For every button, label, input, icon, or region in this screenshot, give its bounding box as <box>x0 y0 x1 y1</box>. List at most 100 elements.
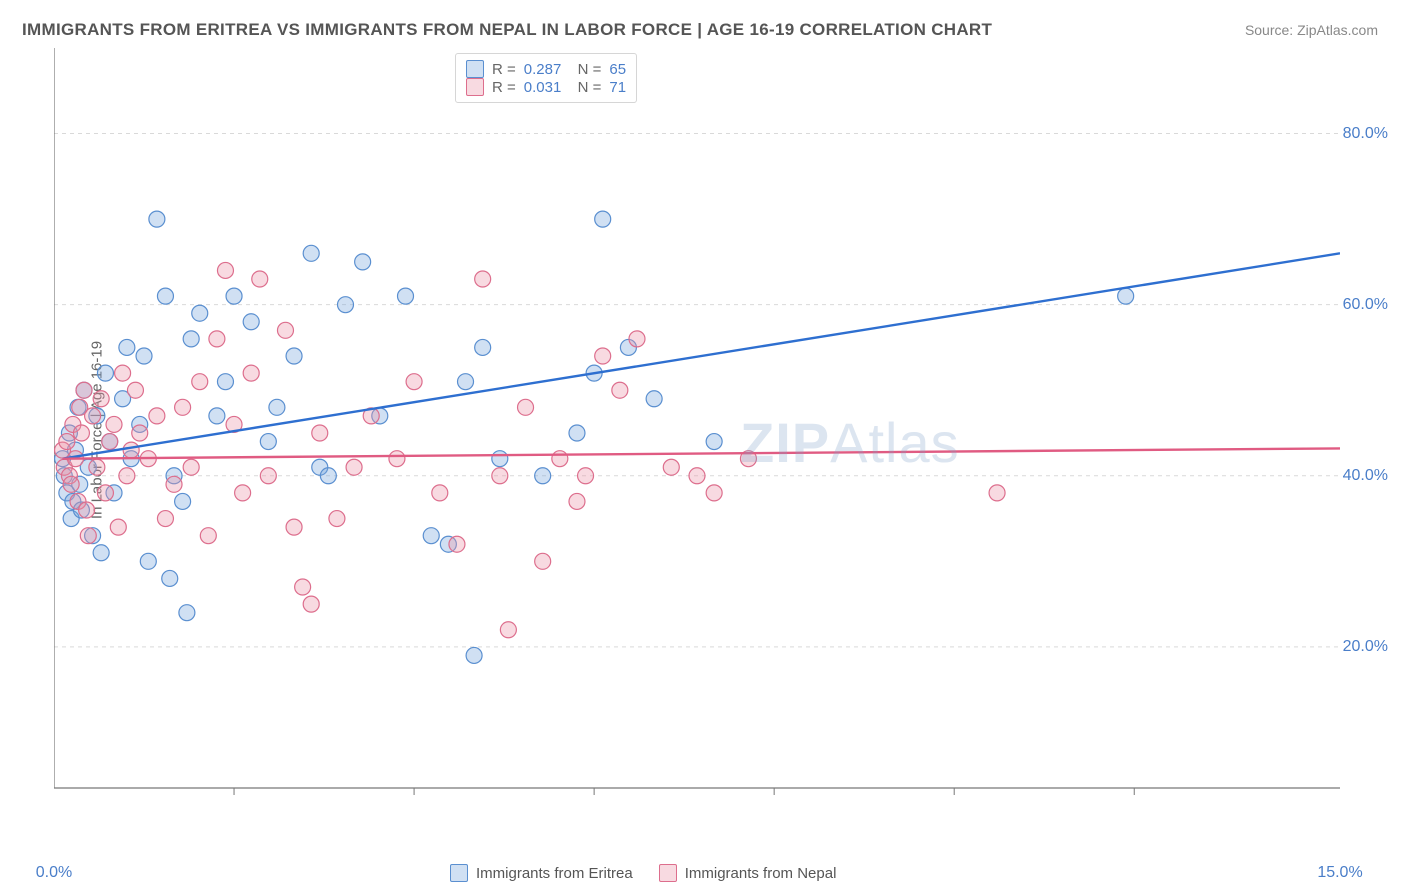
data-point <box>312 425 328 441</box>
legend-n-value: 71 <box>609 79 626 96</box>
data-point <box>578 468 594 484</box>
data-point <box>406 374 422 390</box>
data-point <box>115 365 131 381</box>
source-label: Source: ZipAtlas.com <box>1245 22 1378 38</box>
data-point <box>136 348 152 364</box>
data-point <box>106 416 122 432</box>
legend-r-value: 0.031 <box>524 79 562 96</box>
legend-correlation: R = 0.287 N = 65R = 0.031 N = 71 <box>455 53 637 103</box>
data-point <box>85 408 101 424</box>
data-point <box>140 553 156 569</box>
data-point <box>612 382 628 398</box>
data-point <box>209 408 225 424</box>
data-point <box>149 408 165 424</box>
data-point <box>423 528 439 544</box>
data-point <box>286 348 302 364</box>
data-point <box>535 553 551 569</box>
data-point <box>466 647 482 663</box>
data-point <box>518 399 534 415</box>
data-point <box>183 459 199 475</box>
data-point <box>80 528 96 544</box>
trend-line <box>63 448 1340 458</box>
data-point <box>217 262 233 278</box>
legend-r-value: 0.287 <box>524 61 562 78</box>
data-point <box>535 468 551 484</box>
data-point <box>97 485 113 501</box>
data-point <box>209 331 225 347</box>
data-point <box>119 339 135 355</box>
data-point <box>175 399 191 415</box>
legend-correlation-row: R = 0.287 N = 65 <box>466 60 626 78</box>
data-point <box>157 511 173 527</box>
data-point <box>337 297 353 313</box>
data-point <box>595 211 611 227</box>
data-point <box>243 314 259 330</box>
legend-swatch <box>659 864 677 882</box>
legend-n-value: 65 <box>609 61 626 78</box>
data-point <box>132 425 148 441</box>
data-point <box>432 485 448 501</box>
data-point <box>162 570 178 586</box>
data-point <box>569 425 585 441</box>
legend-n-label: N = <box>569 61 601 78</box>
data-point <box>59 434 75 450</box>
data-point <box>277 322 293 338</box>
data-point <box>346 459 362 475</box>
scatter-chart <box>54 48 1340 818</box>
data-point <box>123 442 139 458</box>
legend-swatch <box>466 60 484 78</box>
data-point <box>260 468 276 484</box>
data-point <box>492 468 508 484</box>
data-point <box>569 493 585 509</box>
data-point <box>79 502 95 518</box>
data-point <box>73 425 89 441</box>
data-point <box>269 399 285 415</box>
y-tick-label: 80.0% <box>1343 125 1388 143</box>
data-point <box>89 459 105 475</box>
data-point <box>243 365 259 381</box>
data-point <box>449 536 465 552</box>
y-tick-label: 20.0% <box>1343 638 1388 656</box>
data-point <box>646 391 662 407</box>
data-point <box>226 288 242 304</box>
y-tick-label: 40.0% <box>1343 467 1388 485</box>
data-point <box>97 365 113 381</box>
data-point <box>329 511 345 527</box>
data-point <box>93 545 109 561</box>
legend-swatch <box>466 78 484 96</box>
data-point <box>500 622 516 638</box>
data-point <box>689 468 705 484</box>
data-point <box>63 476 79 492</box>
legend-series-item: Immigrants from Nepal <box>659 864 837 882</box>
data-point <box>76 382 92 398</box>
data-point <box>217 374 233 390</box>
data-point <box>320 468 336 484</box>
data-point <box>252 271 268 287</box>
data-point <box>235 485 251 501</box>
page-title: IMMIGRANTS FROM ERITREA VS IMMIGRANTS FR… <box>22 20 992 40</box>
data-point <box>127 382 143 398</box>
legend-series-label: Immigrants from Eritrea <box>476 865 633 882</box>
legend-series: Immigrants from Eritrea Immigrants from N… <box>450 864 836 882</box>
data-point <box>166 476 182 492</box>
data-point <box>286 519 302 535</box>
data-point <box>706 434 722 450</box>
data-point <box>175 493 191 509</box>
data-point <box>303 596 319 612</box>
data-point <box>989 485 1005 501</box>
data-point <box>629 331 645 347</box>
data-point <box>102 434 118 450</box>
legend-r-label: R = <box>492 61 516 78</box>
data-point <box>149 211 165 227</box>
legend-series-label: Immigrants from Nepal <box>685 865 837 882</box>
data-point <box>552 451 568 467</box>
x-tick-label: 0.0% <box>36 864 72 882</box>
data-point <box>260 434 276 450</box>
data-point <box>200 528 216 544</box>
data-point <box>110 519 126 535</box>
legend-r-label: R = <box>492 79 516 96</box>
data-point <box>183 331 199 347</box>
data-point <box>119 468 135 484</box>
legend-correlation-row: R = 0.031 N = 71 <box>466 78 626 96</box>
data-point <box>295 579 311 595</box>
